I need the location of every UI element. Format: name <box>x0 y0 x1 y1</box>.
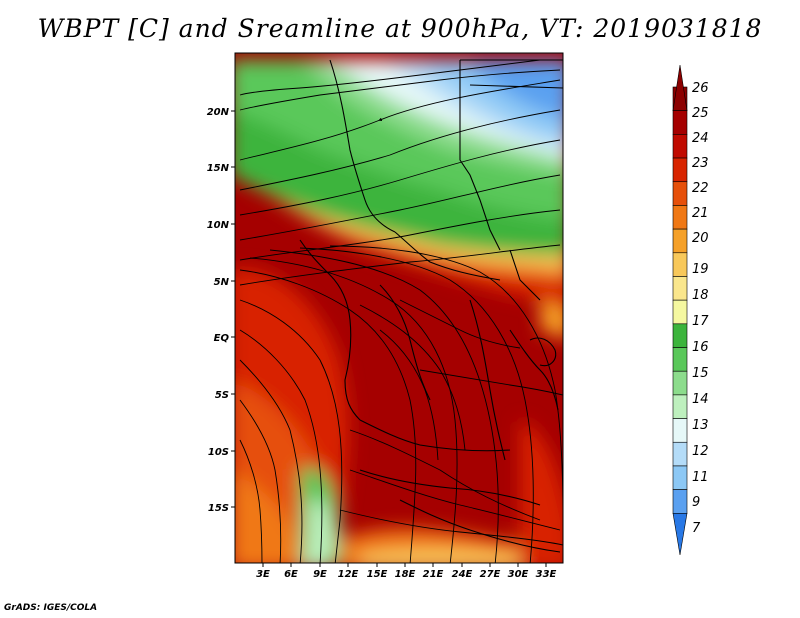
y-tick-15s: 15S <box>208 503 235 514</box>
y-tick-label: 15S <box>208 503 229 514</box>
y-tick-5s: 5S <box>215 390 235 401</box>
colorbar-label: 25 <box>692 106 709 121</box>
colorbar-label: 21 <box>692 206 709 221</box>
colorbar-label: 13 <box>692 418 709 433</box>
colorbar-block <box>672 323 688 348</box>
x-tick-18e: 18E <box>395 563 416 580</box>
colorbar-label: 15 <box>692 366 709 381</box>
colorbar-block <box>672 157 688 183</box>
y-tick-label: 10S <box>208 447 229 458</box>
colorbar-labels: 26 25 24 23 22 21 20 19 18 17 16 15 14 1… <box>692 81 709 536</box>
y-tick-label: EQ <box>214 333 230 344</box>
colorbar-block <box>672 394 688 419</box>
colorbar-label: 17 <box>692 314 709 329</box>
colorbar-label: 22 <box>692 181 709 196</box>
x-tick-label: 21E <box>423 569 444 580</box>
x-tick-label: 9E <box>313 569 327 580</box>
x-tick-label: 27E <box>480 569 501 580</box>
x-tick-label: 15E <box>367 569 388 580</box>
map-frame <box>234 52 564 564</box>
colorbar-label: 24 <box>692 131 709 146</box>
colorbar-label: 19 <box>692 262 709 277</box>
x-tick-21e: 21E <box>423 563 444 580</box>
colorbar-blocks <box>672 64 688 556</box>
footer-credit: GrADS: IGES/COLA <box>4 603 98 613</box>
x-tick-label: 3E <box>256 569 270 580</box>
colorbar: 26 25 24 23 22 21 20 19 18 17 16 15 14 1… <box>672 64 709 556</box>
colorbar-label: 14 <box>692 392 709 407</box>
colorbar-block <box>672 347 688 372</box>
colorbar-block <box>672 276 688 301</box>
y-tick-15n: 15N <box>207 163 235 174</box>
colorbar-label: 16 <box>692 340 709 355</box>
x-tick-24e: 24E <box>452 563 473 580</box>
y-tick-5n: 5N <box>214 277 235 288</box>
colorbar-label: 11 <box>692 470 709 485</box>
colorbar-block <box>672 441 688 467</box>
x-tick-label: 30E <box>508 569 529 580</box>
x-tick-label: 24E <box>452 569 473 580</box>
x-tick-33e: 33E <box>536 563 557 580</box>
colorbar-block <box>672 299 688 325</box>
colorbar-block <box>672 370 688 396</box>
colorbar-block <box>672 418 688 443</box>
colorbar-label: 20 <box>692 231 709 246</box>
colorbar-block <box>672 489 688 514</box>
x-tick-27e: 27E <box>480 563 501 580</box>
y-tick-20n: 20N <box>207 107 235 118</box>
x-tick-label: 12E <box>338 569 359 580</box>
colorbar-label: 7 <box>692 521 701 536</box>
y-tick-label: 5N <box>214 277 230 288</box>
y-tick-label: 5S <box>215 390 229 401</box>
colorbar-block <box>672 465 688 490</box>
x-tick-label: 6E <box>284 569 298 580</box>
wbpt-shaded-field <box>235 53 563 563</box>
colorbar-block <box>672 252 688 277</box>
y-tick-10s: 10S <box>208 447 235 458</box>
y-tick-label: 20N <box>207 107 230 118</box>
y-tick-eq: EQ <box>214 333 235 344</box>
x-tick-label: 33E <box>536 569 557 580</box>
x-tick-15e: 15E <box>367 563 388 580</box>
x-tick-9e: 9E <box>313 563 327 580</box>
x-tick-12e: 12E <box>338 563 359 580</box>
y-tick-10n: 10N <box>207 220 235 231</box>
colorbar-label: 9 <box>692 495 700 510</box>
x-axis: 3E 6E 9E 12E 15E 18E 21E 24E 27E 30E 33E <box>256 563 557 580</box>
colorbar-label: 18 <box>692 288 709 303</box>
x-tick-3e: 3E <box>256 563 270 580</box>
chart-title: WBPT [C] and Sreamline at 900hPa, VT: 20… <box>37 14 763 43</box>
colorbar-label: 23 <box>692 156 709 171</box>
colorbar-block <box>672 205 688 230</box>
y-tick-label: 15N <box>207 163 230 174</box>
x-tick-6e: 6E <box>284 563 298 580</box>
colorbar-block <box>672 134 688 159</box>
colorbar-block <box>672 228 688 254</box>
colorbar-label: 12 <box>692 444 709 459</box>
x-tick-label: 18E <box>395 569 416 580</box>
colorbar-bottom-arrow <box>672 513 688 556</box>
y-axis: 20N 15N 10N 5N EQ 5S 10S 15S <box>207 107 235 514</box>
colorbar-block <box>672 110 688 135</box>
country-borders <box>299 59 563 553</box>
x-tick-30e: 30E <box>508 563 529 580</box>
y-tick-label: 10N <box>207 220 230 231</box>
colorbar-block <box>672 181 688 206</box>
colorbar-label: 26 <box>692 81 709 96</box>
